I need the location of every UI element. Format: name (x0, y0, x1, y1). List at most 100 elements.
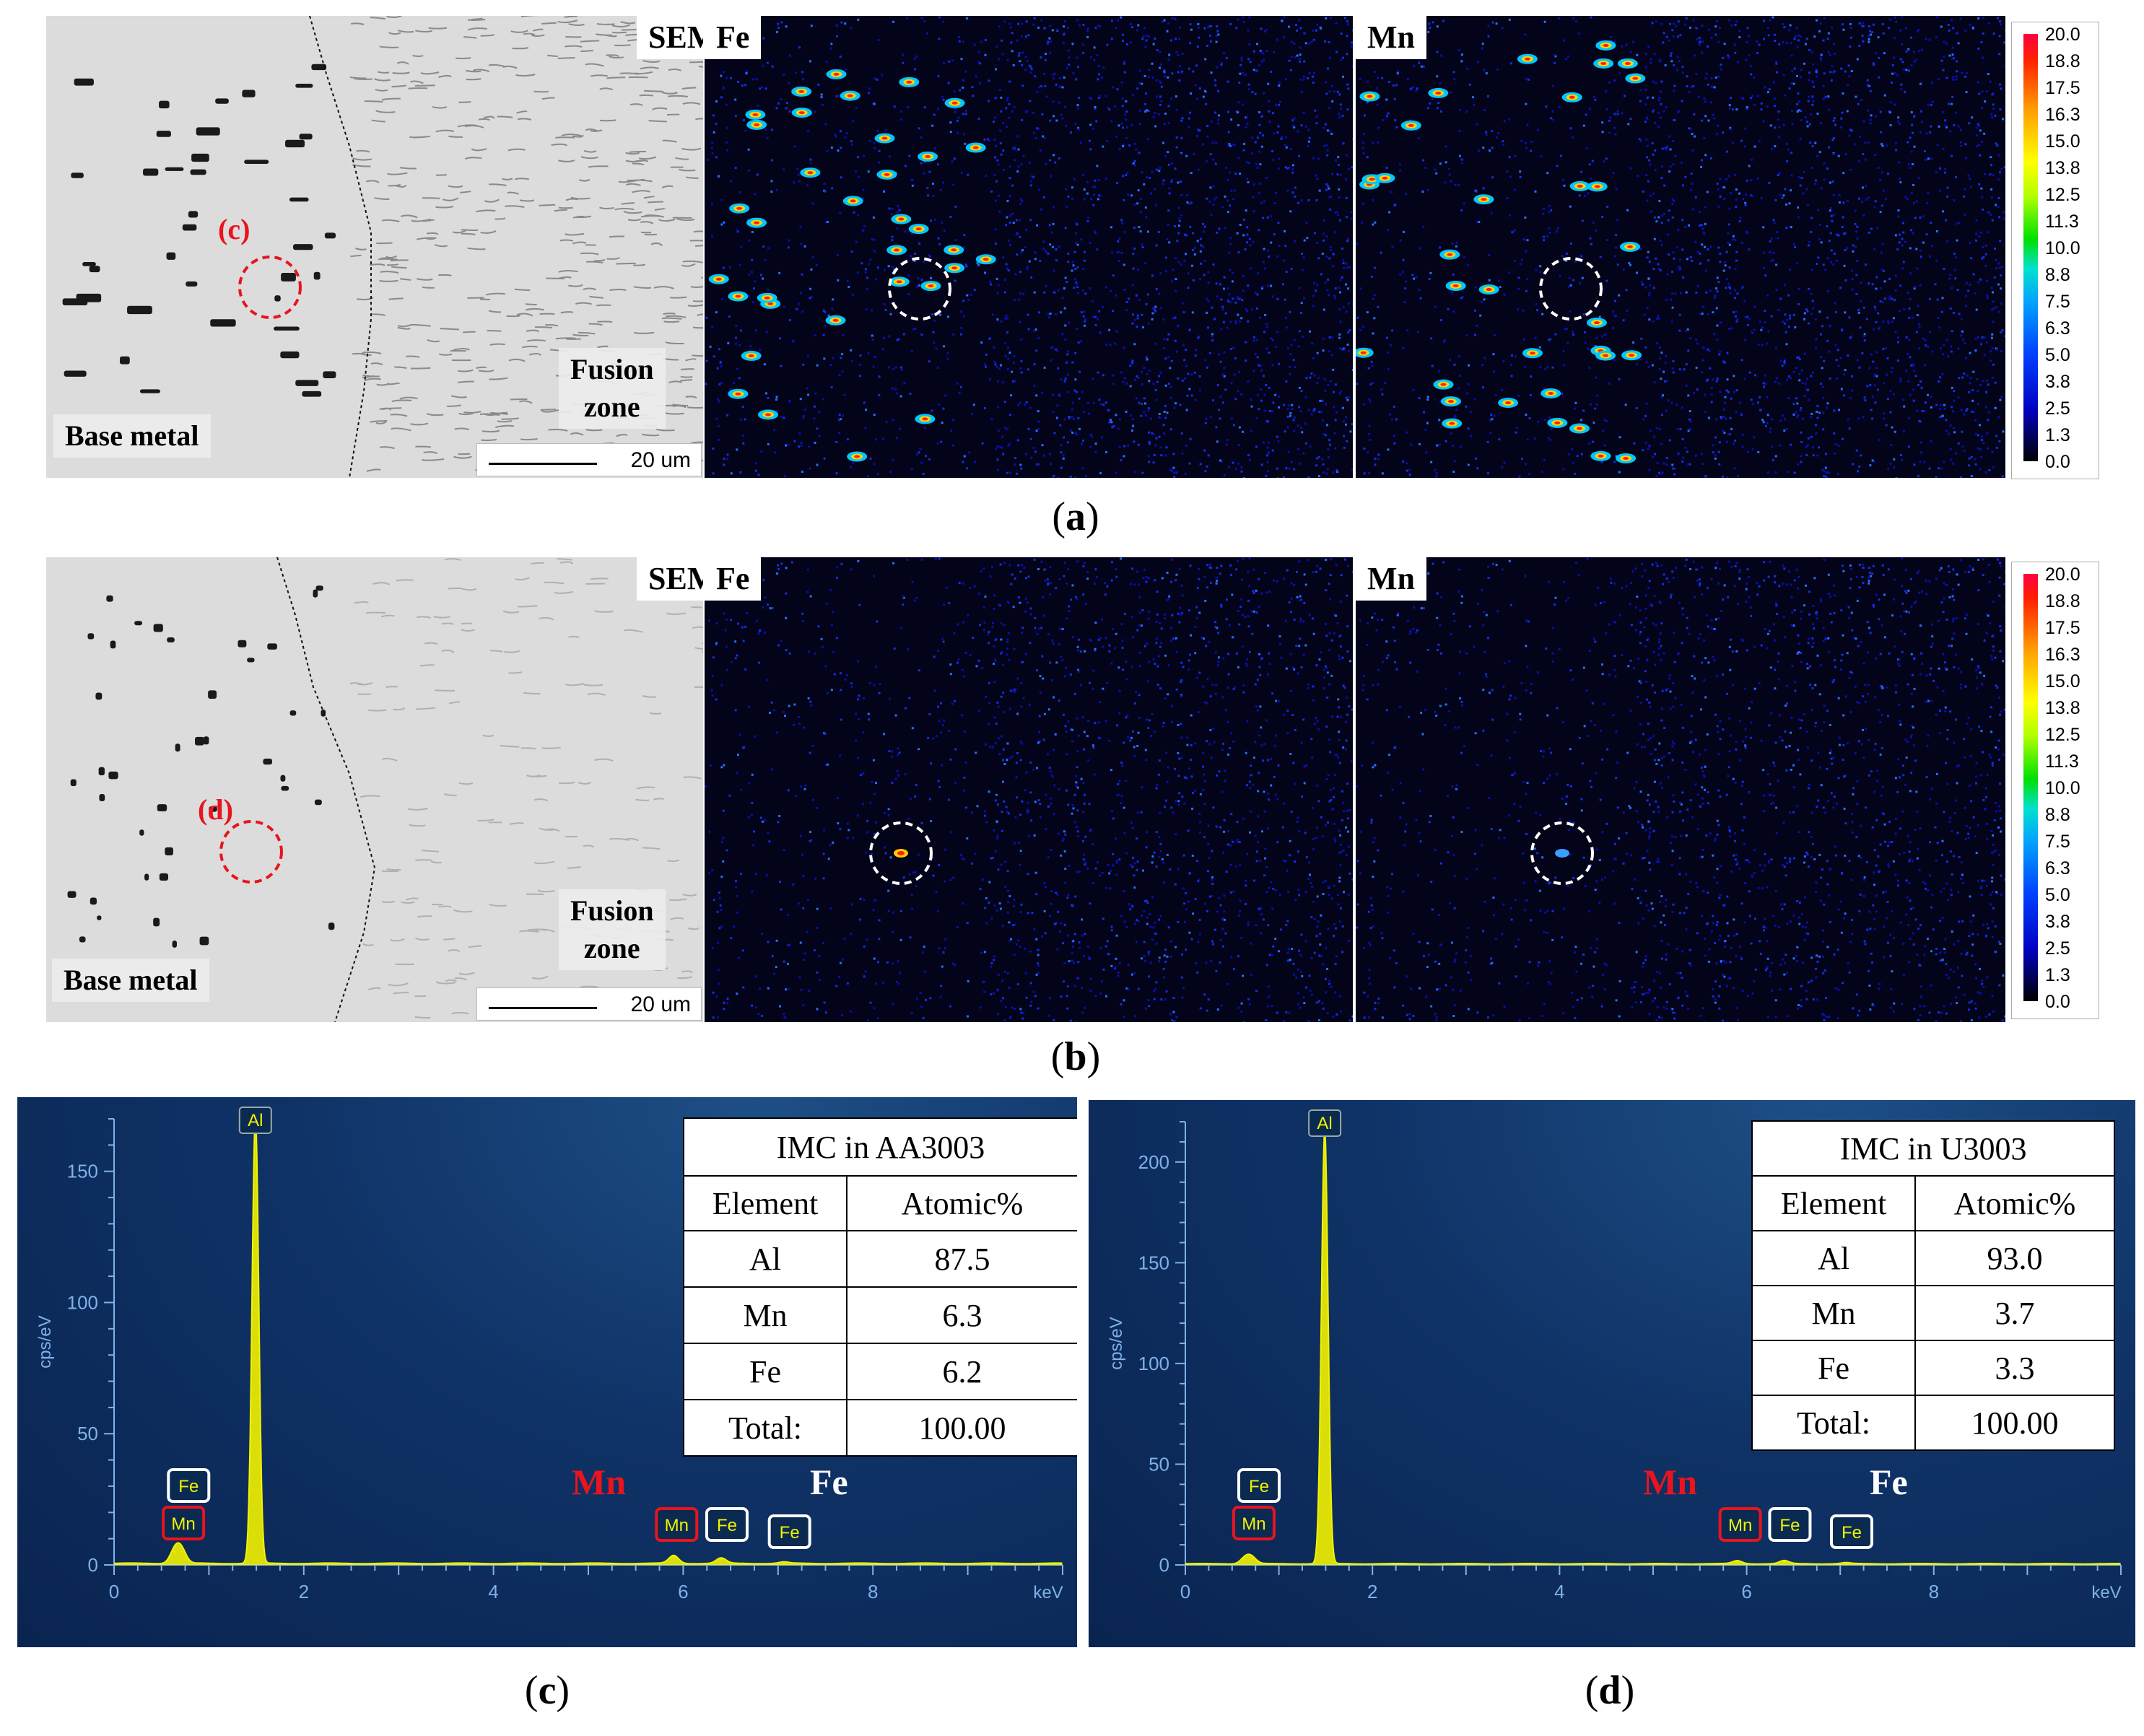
map-pixel (1989, 80, 1992, 83)
map-pixel (1657, 111, 1660, 114)
map-pixel (1516, 308, 1519, 311)
map-pixel (1340, 108, 1343, 110)
map-pixel (1766, 27, 1769, 30)
map-pixel (1837, 234, 1840, 237)
map-pixel (1772, 219, 1775, 222)
map-hotspots (708, 69, 996, 462)
map-pixel (1172, 269, 1175, 271)
map-pixel (1948, 102, 1951, 105)
hotspot-core (922, 417, 928, 421)
map-pixel (1250, 308, 1253, 311)
map-pixel (1146, 293, 1149, 296)
map-pixel (1605, 157, 1608, 160)
map-pixel (1800, 35, 1803, 38)
map-pixel (1828, 471, 1831, 474)
map-pixel (1312, 75, 1315, 78)
map-pixel (1180, 152, 1182, 155)
map-pixel (2001, 118, 2004, 121)
map-pixel (1713, 86, 1716, 89)
map-pixel (1002, 168, 1005, 171)
map-pixel (1710, 36, 1713, 39)
map-pixel (1757, 343, 1760, 346)
map-pixel (1330, 132, 1333, 135)
map-pixel (1729, 416, 1732, 419)
map-pixel (739, 263, 742, 266)
map-pixel (1278, 362, 1281, 365)
map-pixel (1182, 302, 1185, 305)
map-pixel (1185, 409, 1188, 411)
map-pixel (1288, 166, 1291, 169)
map-pixel (1907, 380, 1910, 383)
map-pixel (1644, 414, 1647, 417)
map-pixel (1881, 144, 1884, 147)
map-pixel (1071, 197, 1074, 200)
map-pixel (1726, 476, 1729, 478)
map-pixel (1047, 40, 1050, 43)
map-pixel (1020, 371, 1023, 374)
map-pixel (1069, 475, 1072, 478)
map-pixel (1815, 432, 1818, 435)
map-pixel (736, 448, 738, 451)
map-pixel (1285, 146, 1288, 149)
map-pixel (1199, 237, 1202, 240)
map-pixel (1581, 276, 1584, 279)
map-pixel (1938, 380, 1940, 383)
map-pixel (1562, 364, 1565, 367)
map-pixel (1632, 341, 1635, 344)
map-pixel (728, 266, 731, 269)
map-pixel (1029, 184, 1032, 187)
map-pixel (1057, 289, 1060, 292)
map-pixel (873, 77, 876, 80)
sem-streak (375, 421, 387, 424)
map-pixel (1696, 284, 1699, 287)
map-pixel (1805, 188, 1808, 191)
map-pixel (1851, 389, 1854, 392)
sem-streak (396, 61, 409, 65)
map-pixel (1971, 389, 1974, 392)
map-pixel (837, 149, 840, 152)
map-pixel (1203, 259, 1206, 262)
map-pixel (1014, 159, 1016, 162)
map-pixel (1180, 71, 1182, 74)
sem-streak (408, 87, 428, 90)
map-pixel (1000, 320, 1003, 323)
map-pixel (1748, 54, 1751, 57)
map-pixel (1849, 336, 1852, 339)
map-pixel (1336, 173, 1339, 176)
map-pixel (1999, 240, 2002, 243)
map-pixel (1790, 109, 1793, 112)
map-pixel (1904, 91, 1906, 94)
map-pixel (1075, 241, 1078, 244)
map-pixel (1130, 123, 1133, 126)
map-pixel (998, 25, 1001, 28)
map-pixel (950, 429, 953, 432)
map-pixel (1369, 438, 1372, 441)
map-pixel (964, 263, 967, 266)
map-pixel (857, 18, 860, 21)
map-pixel (1990, 188, 1993, 191)
map-pixel (1984, 406, 1987, 409)
map-pixel (1678, 329, 1681, 332)
map-pixel (1278, 244, 1281, 247)
map-pixel (1481, 300, 1483, 303)
map-pixel (1832, 43, 1835, 45)
map-pixel (1743, 145, 1746, 148)
map-pixel (1763, 267, 1766, 270)
sem-streak (497, 420, 513, 423)
map-pixel (1678, 268, 1681, 271)
map-pixel (1865, 199, 1868, 201)
map-pixel (1074, 123, 1077, 126)
map-pixel (1506, 170, 1509, 173)
map-pixel (1621, 112, 1624, 115)
map-pixel (776, 30, 779, 33)
map-pixel (1385, 98, 1388, 101)
map-pixel (1171, 280, 1174, 283)
map-pixel (1725, 389, 1728, 392)
map-pixel (1178, 26, 1181, 29)
sem-particle (242, 90, 256, 97)
map-pixel (1730, 327, 1733, 330)
map-pixel (1256, 356, 1259, 359)
map-pixel (1955, 111, 1958, 114)
map-pixel (1141, 82, 1143, 85)
map-pixel (1129, 414, 1132, 417)
